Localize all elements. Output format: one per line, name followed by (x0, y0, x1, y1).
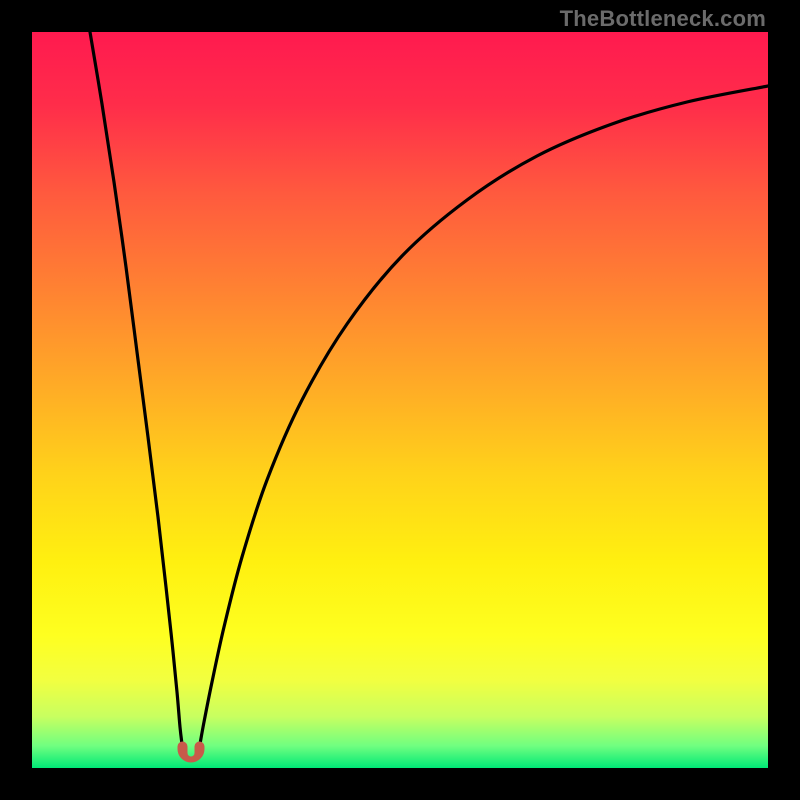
curve-right-branch (200, 86, 768, 744)
plot-area (32, 32, 768, 768)
minimum-marker (178, 742, 204, 762)
chart-frame: TheBottleneck.com (0, 0, 800, 800)
curve-left-branch (90, 32, 182, 744)
watermark-text: TheBottleneck.com (560, 6, 766, 32)
curve-layer (32, 32, 768, 768)
